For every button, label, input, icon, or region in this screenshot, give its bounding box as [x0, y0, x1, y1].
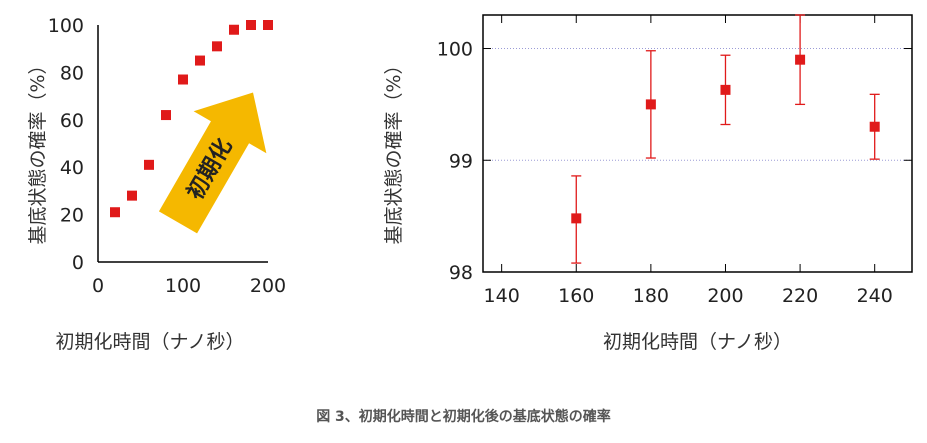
- left-y-tick-label: 20: [60, 205, 84, 227]
- left-y-tick-label: 100: [48, 15, 84, 37]
- left-y-tick-label: 80: [60, 62, 84, 84]
- right-x-tick-label: 140: [484, 285, 520, 307]
- left-data-point: [229, 24, 239, 35]
- left-data-point: [246, 20, 256, 30]
- left-data-point: [195, 55, 205, 66]
- right-y-tick-label: 98: [449, 262, 473, 284]
- left-y-tick-label: 0: [72, 252, 84, 274]
- left-y-axis-label: 基底状態の確率（%）: [27, 55, 49, 244]
- left-x-tick-label: 200: [250, 275, 286, 297]
- right-data-point: [795, 54, 806, 65]
- right-y-axis-label: 基底状態の確率（%）: [383, 55, 405, 244]
- right-data-point: [869, 121, 880, 132]
- left-x-axis-label: 初期化時間（ナノ秒）: [55, 331, 244, 353]
- right-x-tick-label: 220: [782, 285, 818, 307]
- right-data-point: [645, 99, 656, 110]
- arrow-shape: [158, 92, 267, 234]
- left-data-point: [212, 41, 222, 52]
- left-y-tick-label: 40: [60, 157, 84, 179]
- right-x-tick-label: 240: [857, 285, 893, 307]
- right-y-tick-label: 100: [437, 39, 473, 61]
- left-y-tick-label: 60: [60, 110, 84, 132]
- left-data-point: [161, 110, 171, 121]
- left-x-tick-label: 100: [165, 275, 201, 297]
- right-x-tick-label: 180: [633, 285, 669, 307]
- left-data-point: [127, 190, 137, 201]
- left-data-point: [178, 74, 188, 85]
- right-chart: 98 99 100 140 160 180 200 220 240 初期化時間（ナノ秒） 基底状態の…: [383, 14, 913, 353]
- right-x-tick-label: 200: [707, 285, 743, 307]
- right-data-point: [571, 213, 582, 224]
- right-y-tick-label: 99: [449, 150, 473, 172]
- left-data-point: [110, 207, 120, 218]
- right-data-point: [720, 84, 731, 95]
- left-x-tick-label: 0: [92, 275, 104, 297]
- right-plot-frame: [482, 14, 913, 273]
- left-data-point: [263, 20, 273, 30]
- figure-caption: 図 3、初期化時間と初期化後の基底状態の確率: [316, 409, 611, 425]
- right-x-axis-label: 初期化時間（ナノ秒）: [603, 331, 792, 353]
- initialization-arrow: 初期化: [158, 92, 267, 234]
- right-x-tick-label: 160: [558, 285, 594, 307]
- left-data-point: [144, 159, 154, 170]
